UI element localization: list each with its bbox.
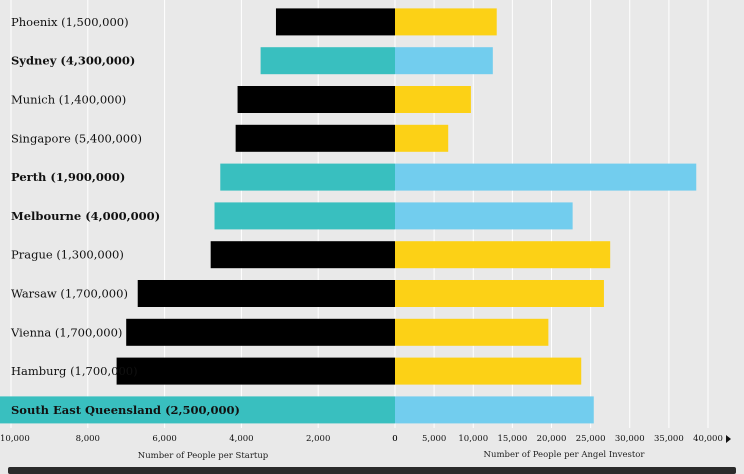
bar-startup <box>126 318 395 346</box>
bar-angel <box>395 8 497 36</box>
bar-angel <box>395 241 611 269</box>
bar-startup <box>220 163 395 191</box>
category-label: Munich (1,400,000) <box>11 93 126 107</box>
bar-startup <box>275 8 395 36</box>
tick-label: 20,000 <box>537 434 567 444</box>
bar-angel <box>395 47 493 75</box>
bar-angel <box>395 318 549 346</box>
tick-label: 4,000 <box>229 434 253 444</box>
bar-startup <box>237 86 395 113</box>
tick-label: 30,000 <box>615 434 645 444</box>
tick-label: 8,000 <box>76 434 100 444</box>
bar-angel <box>395 124 449 152</box>
bars <box>0 8 697 424</box>
tick-label: 10,000 <box>458 434 488 444</box>
tick-label: 0 <box>392 434 397 444</box>
category-label: South East Queensland (2,500,000) <box>11 403 240 417</box>
category-label: Perth (1,900,000) <box>11 170 125 184</box>
bar-angel <box>395 280 604 307</box>
tick-label: 0 <box>392 434 397 444</box>
category-label: Phoenix (1,500,000) <box>11 15 129 29</box>
bar-angel <box>395 86 471 113</box>
bar-angel <box>395 396 594 424</box>
category-label: Vienna (1,700,000) <box>10 325 122 339</box>
bar-angel <box>395 202 573 230</box>
category-labels: Phoenix (1,500,000) Sydney (4,300,000) Mun… <box>10 15 240 417</box>
x-axis-title-angel: Number of People per Angel Investor <box>484 450 646 460</box>
scrollbar[interactable] <box>8 467 736 474</box>
axes: 10,000 8,000 6,000 4,000 2,000 00 5,000 10,000 1… <box>0 434 723 444</box>
tick-label: 10,000 <box>0 434 30 444</box>
bar-angel <box>395 163 697 191</box>
tick-label: 15,000 <box>498 434 528 444</box>
tick-label: 6,000 <box>152 434 176 444</box>
bar-startup <box>260 47 395 75</box>
bar-startup <box>0 396 395 424</box>
category-label: Melbourne (4,000,000) <box>11 209 160 223</box>
x-axis-title-startup: Number of People per Startup <box>138 451 269 461</box>
bar-startup <box>137 280 395 307</box>
tick-label: 35,000 <box>654 434 684 444</box>
tick-label: 25,000 <box>576 434 606 444</box>
category-label: Singapore (5,400,000) <box>11 131 142 145</box>
category-label: Warsaw (1,700,000) <box>11 287 128 301</box>
category-label: Sydney (4,300,000) <box>11 54 135 68</box>
tick-label: 5,000 <box>422 434 446 444</box>
bar-angel <box>395 357 582 385</box>
category-label: Prague (1,300,000) <box>11 248 124 262</box>
bar-startup <box>210 241 395 269</box>
axis-arrow-icon <box>726 435 731 443</box>
tick-label: 40,000 <box>693 434 723 444</box>
bar-startup <box>116 357 395 385</box>
tick-label: 2,000 <box>306 434 330 444</box>
bar-startup <box>214 202 395 230</box>
category-label: Hamburg (1,700,000) <box>11 364 138 378</box>
bar-startup <box>235 124 395 152</box>
